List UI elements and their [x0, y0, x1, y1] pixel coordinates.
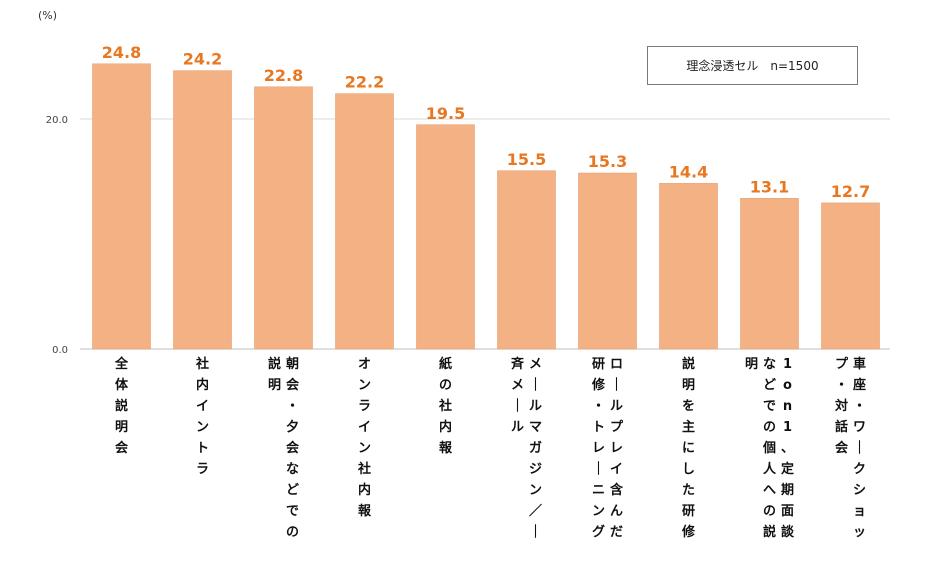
bar — [335, 93, 394, 350]
category-label: オンライン社内報 — [357, 357, 372, 519]
unit-label: (%) — [38, 9, 58, 22]
data-label: 24.2 — [183, 50, 222, 69]
category-label: 車座・ワ｜クショップ・対話会 — [834, 356, 866, 540]
bar — [416, 124, 475, 350]
bar — [821, 202, 880, 350]
category-label: 全体説明会 — [114, 356, 129, 456]
category-label: 紙の社内報 — [438, 356, 453, 456]
bar — [740, 198, 799, 350]
category-label: ロ｜ルプレイ含んだ研修・トレ｜ニング — [591, 357, 624, 540]
bar — [497, 170, 556, 350]
y-tick-label: 20.0 — [46, 115, 68, 126]
data-label: 22.2 — [345, 73, 384, 92]
legend-text: 理念浸透セル n=1500 — [686, 59, 819, 73]
data-label: 13.1 — [750, 177, 789, 196]
bar — [92, 63, 151, 350]
data-label: 12.7 — [831, 182, 870, 201]
data-label: 19.5 — [426, 104, 465, 123]
category-label: メ｜ルマガジン／｜斉メ｜ル — [511, 356, 542, 540]
bar — [578, 172, 637, 350]
legend-box: 理念浸透セル n=1500 — [647, 46, 858, 85]
data-label: 15.3 — [588, 152, 627, 171]
y-tick-label: 0.0 — [52, 345, 68, 356]
data-label: 24.8 — [102, 43, 141, 62]
bar — [173, 70, 232, 350]
category-label: 朝会・夕会などでの説明 — [268, 356, 300, 540]
data-label: 15.5 — [507, 150, 546, 169]
category-label: 1 o n 1 、定期面談などでの個人への説明 — [745, 357, 795, 540]
bar — [659, 183, 718, 350]
data-label: 14.4 — [669, 162, 708, 181]
category-label: 社内イントラ — [195, 356, 209, 477]
data-label: 22.8 — [264, 66, 303, 85]
bar — [254, 86, 313, 350]
category-label: 説明を主にした研修 — [681, 356, 696, 540]
